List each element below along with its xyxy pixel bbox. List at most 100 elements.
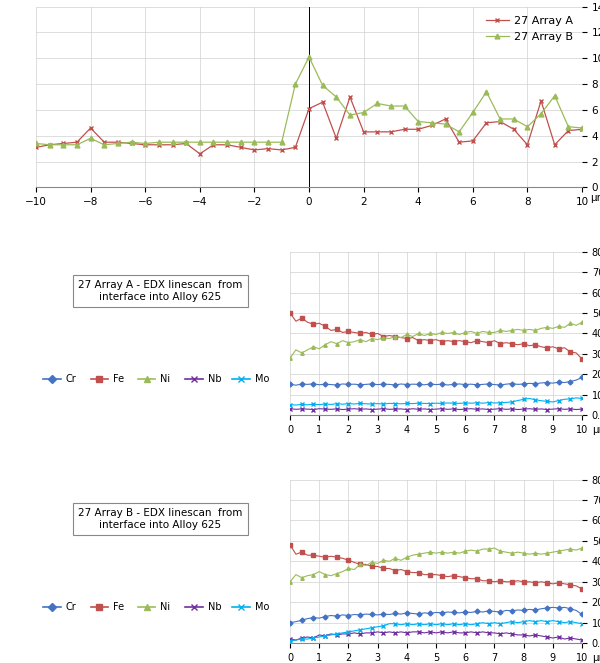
27 Array A [101,138,108,146]
27 Array B [59,141,67,149]
27 Array B [442,120,449,128]
27 Array A [32,143,40,151]
27 Array B [469,109,476,117]
27 Array A [251,146,258,154]
Text: Nb: Nb [208,375,221,385]
27 Array B [142,139,149,147]
27 Array B [87,135,94,143]
Text: μm: μm [590,193,600,203]
27 Array B [565,123,572,131]
27 Array B [510,115,517,123]
27 Array A [442,115,449,123]
27 Array B [305,53,313,61]
27 Array A [59,139,67,147]
27 Array A [483,119,490,127]
27 Array B [374,99,381,107]
27 Array B [182,138,190,146]
27 Array A [578,125,586,133]
27 Array A [182,139,190,147]
27 Array B [360,109,367,117]
27 Array B [210,138,217,146]
27 Array A [469,137,476,145]
Text: 27 Array A - EDX linescan  from
interface into Alloy 625: 27 Array A - EDX linescan from interface… [78,280,242,302]
Text: Mo: Mo [255,602,269,612]
27 Array B [578,124,586,132]
27 Array A [319,98,326,106]
27 Array A [305,105,313,113]
Text: Cr: Cr [66,602,77,612]
27 Array A [292,143,299,151]
Text: Mo: Mo [255,375,269,385]
27 Array A [128,139,135,147]
27 Array A [155,141,163,149]
27 Array B [428,119,436,127]
27 Array B [401,102,408,110]
27 Array B [278,138,286,146]
27 Array B [265,138,272,146]
Line: 27 Array B: 27 Array B [34,54,584,147]
27 Array B [251,138,258,146]
27 Array B [155,138,163,146]
27 Array A [510,125,517,133]
Legend: 27 Array A, 27 Array B: 27 Array A, 27 Array B [483,12,577,46]
27 Array A [415,125,422,133]
27 Array B [319,82,326,90]
27 Array B [497,115,504,123]
27 Array A [346,93,353,101]
27 Array B [292,80,299,88]
27 Array B [115,139,122,147]
27 Array B [538,110,545,118]
27 Array A [196,150,203,158]
27 Array B [551,91,559,99]
27 Array B [223,138,230,146]
27 Array B [101,141,108,149]
Text: Nb: Nb [208,602,221,612]
27 Array A [115,138,122,146]
27 Array B [73,141,80,149]
27 Array A [87,124,94,132]
27 Array B [346,111,353,119]
27 Array B [169,138,176,146]
27 Array A [46,141,53,149]
27 Array B [128,138,135,146]
27 Array A [551,141,559,149]
27 Array A [169,141,176,149]
27 Array B [32,139,40,147]
Text: μm: μm [592,653,600,663]
27 Array A [278,146,286,154]
27 Array B [524,123,531,131]
27 Array B [333,93,340,101]
27 Array A [524,141,531,149]
Text: 27 Array B - EDX linescan  from
interface into Alloy 625: 27 Array B - EDX linescan from interface… [78,508,242,530]
27 Array A [538,97,545,105]
27 Array A [73,138,80,146]
27 Array A [388,128,395,136]
27 Array A [210,141,217,149]
27 Array A [374,128,381,136]
27 Array B [388,102,395,110]
27 Array B [196,138,203,146]
27 Array A [223,141,230,149]
27 Array A [497,117,504,125]
27 Array B [455,128,463,136]
Text: Cr: Cr [66,375,77,385]
27 Array B [415,117,422,125]
Text: μm: μm [592,426,600,436]
27 Array A [265,145,272,152]
27 Array A [401,125,408,133]
27 Array B [237,138,244,146]
Text: Ni: Ni [160,375,170,385]
27 Array B [46,141,53,149]
Line: 27 Array A: 27 Array A [34,95,584,156]
27 Array B [483,88,490,96]
27 Array A [142,141,149,149]
Text: Fe: Fe [113,602,124,612]
27 Array A [428,121,436,129]
Text: Ni: Ni [160,602,170,612]
27 Array A [333,135,340,143]
27 Array A [455,138,463,146]
27 Array A [237,143,244,151]
27 Array A [565,127,572,135]
Text: Fe: Fe [113,375,124,385]
27 Array A [360,128,367,136]
